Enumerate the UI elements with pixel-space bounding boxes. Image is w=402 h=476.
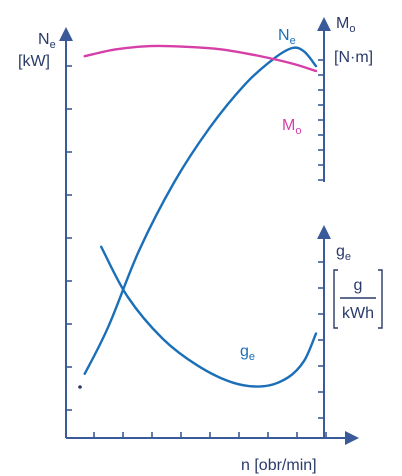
series-label-ge: ge — [240, 343, 255, 363]
unit-numerator: g — [354, 277, 363, 294]
series-line-ne — [83, 46, 318, 375]
series-label-mo: Mo — [282, 117, 301, 137]
left-axis-symbol: Ne — [38, 31, 56, 51]
unit-denominator: kWh — [342, 305, 374, 322]
curves — [83, 44, 318, 388]
series-label-ne: Ne — [278, 27, 296, 47]
left-axis-unit: [kW] — [18, 53, 50, 70]
right-lower-axis-symbol: ge — [336, 243, 351, 263]
series-line-ge — [100, 245, 318, 388]
x-axis-label: n [obr/min] — [241, 457, 317, 474]
stray-dot — [78, 385, 82, 389]
axis-ticks — [66, 59, 327, 438]
right-upper-axis-symbol: Mo — [336, 15, 355, 35]
right-lower-axis-unit: g kWh — [333, 269, 383, 329]
series-line-mo — [83, 44, 318, 73]
right-upper-axis-unit: [N·m] — [334, 49, 373, 66]
